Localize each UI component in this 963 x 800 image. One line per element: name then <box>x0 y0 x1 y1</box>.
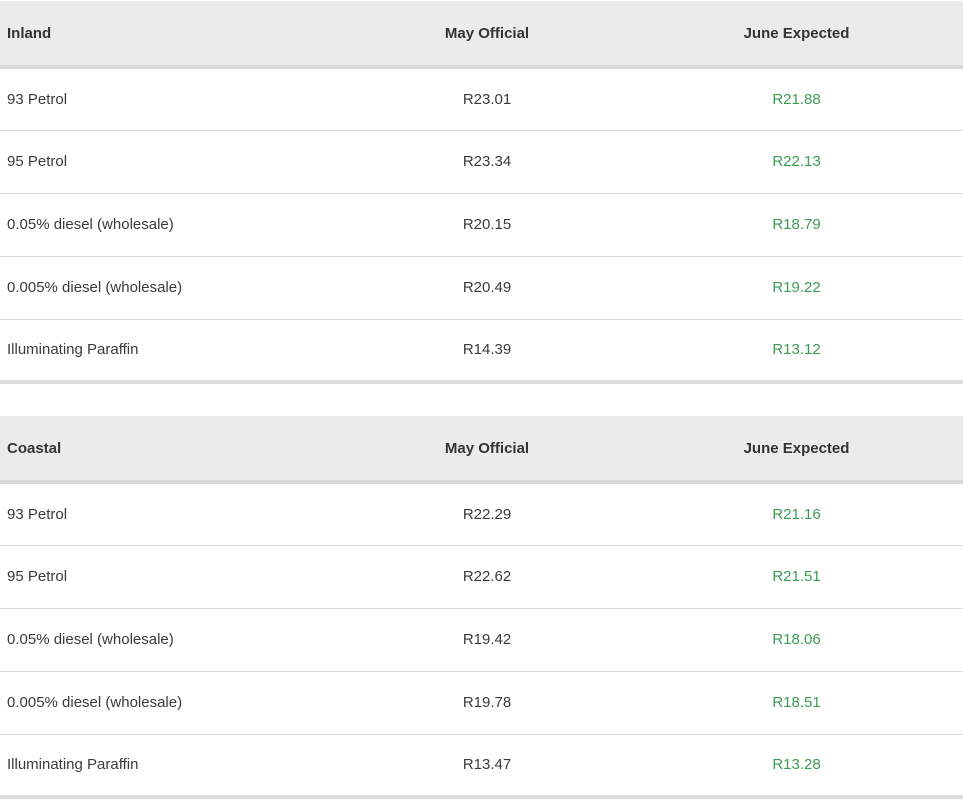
fuel-name-cell: 0.005% diesel (wholesale) <box>0 256 344 320</box>
inland-price-table: Inland May Official June Expected 93 Pet… <box>0 1 963 384</box>
table-row: Illuminating Paraffin R14.39 R13.12 <box>0 319 963 384</box>
may-official-header: May Official <box>344 416 630 484</box>
table-row: 0.005% diesel (wholesale) R20.49 R19.22 <box>0 256 963 320</box>
june-price-cell: R18.06 <box>630 608 963 672</box>
fuel-name-cell: 93 Petrol <box>0 67 344 131</box>
june-expected-header: June Expected <box>630 1 963 69</box>
header-row: Coastal May Official June Expected <box>0 416 963 484</box>
june-price-cell: R21.16 <box>630 482 963 546</box>
table-row: 95 Petrol R23.34 R22.13 <box>0 130 963 194</box>
coastal-price-table: Coastal May Official June Expected 93 Pe… <box>0 416 963 799</box>
table-row: Illuminating Paraffin R13.47 R13.28 <box>0 734 963 799</box>
table-body: 93 Petrol R23.01 R21.88 95 Petrol R23.34… <box>0 67 963 384</box>
fuel-name-cell: Illuminating Paraffin <box>0 734 344 799</box>
june-price-cell: R13.12 <box>630 319 963 384</box>
table-header: Inland May Official June Expected <box>0 1 963 69</box>
fuel-name-cell: Illuminating Paraffin <box>0 319 344 384</box>
table-row: 0.05% diesel (wholesale) R20.15 R18.79 <box>0 193 963 257</box>
june-price-cell: R18.51 <box>630 671 963 735</box>
table-header: Coastal May Official June Expected <box>0 416 963 484</box>
may-official-header: May Official <box>344 1 630 69</box>
region-header: Coastal <box>0 416 344 484</box>
june-expected-header: June Expected <box>630 416 963 484</box>
june-price-cell: R21.51 <box>630 545 963 609</box>
may-price-cell: R20.49 <box>344 256 630 320</box>
may-price-cell: R22.62 <box>344 545 630 609</box>
june-price-cell: R22.13 <box>630 130 963 194</box>
june-price-cell: R18.79 <box>630 193 963 257</box>
table-row: 0.05% diesel (wholesale) R19.42 R18.06 <box>0 608 963 672</box>
june-price-cell: R13.28 <box>630 734 963 799</box>
may-price-cell: R14.39 <box>344 319 630 384</box>
header-row: Inland May Official June Expected <box>0 1 963 69</box>
may-price-cell: R23.01 <box>344 67 630 131</box>
fuel-name-cell: 95 Petrol <box>0 130 344 194</box>
table-row: 93 Petrol R23.01 R21.88 <box>0 67 963 131</box>
table-body: 93 Petrol R22.29 R21.16 95 Petrol R22.62… <box>0 482 963 799</box>
table-row: 93 Petrol R22.29 R21.16 <box>0 482 963 546</box>
may-price-cell: R20.15 <box>344 193 630 257</box>
june-price-cell: R19.22 <box>630 256 963 320</box>
fuel-name-cell: 95 Petrol <box>0 545 344 609</box>
june-price-cell: R21.88 <box>630 67 963 131</box>
may-price-cell: R22.29 <box>344 482 630 546</box>
table-row: 95 Petrol R22.62 R21.51 <box>0 545 963 609</box>
fuel-name-cell: 93 Petrol <box>0 482 344 546</box>
fuel-name-cell: 0.005% diesel (wholesale) <box>0 671 344 735</box>
may-price-cell: R23.34 <box>344 130 630 194</box>
may-price-cell: R19.42 <box>344 608 630 672</box>
region-header: Inland <box>0 1 344 69</box>
table-row: 0.005% diesel (wholesale) R19.78 R18.51 <box>0 671 963 735</box>
fuel-name-cell: 0.05% diesel (wholesale) <box>0 608 344 672</box>
may-price-cell: R13.47 <box>344 734 630 799</box>
may-price-cell: R19.78 <box>344 671 630 735</box>
fuel-name-cell: 0.05% diesel (wholesale) <box>0 193 344 257</box>
